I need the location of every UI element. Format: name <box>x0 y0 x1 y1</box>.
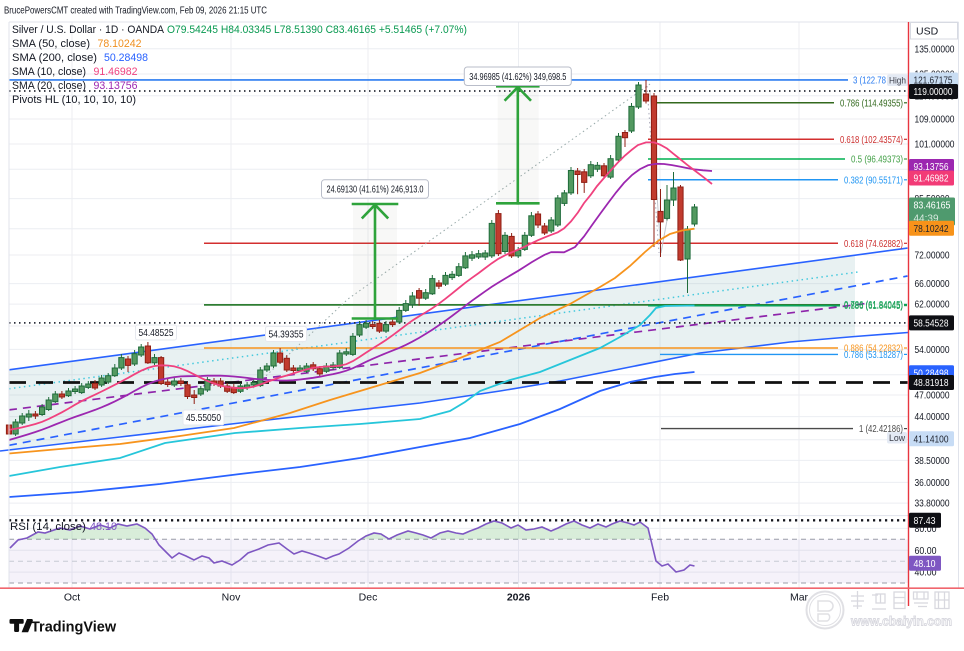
svg-text:24.69130 (41.61%) 246,913.0: 24.69130 (41.61%) 246,913.0 <box>327 185 424 196</box>
svg-text:Feb: Feb <box>651 592 669 604</box>
svg-text:1 (42.42186): 1 (42.42186) <box>859 424 903 435</box>
svg-text:60.00: 60.00 <box>915 546 937 557</box>
svg-text:SMA (20, close): SMA (20, close) <box>12 80 86 92</box>
svg-text:54.39355: 54.39355 <box>269 329 304 341</box>
svg-text:48.81918: 48.81918 <box>914 378 949 389</box>
svg-text:0.786 (114.49355): 0.786 (114.49355) <box>840 98 903 109</box>
svg-text:SMA (50, close): SMA (50, close) <box>12 38 90 50</box>
svg-text:BrucePowersCMT created with Tr: BrucePowersCMT created with TradingView.… <box>4 5 267 17</box>
svg-text:44.00000: 44.00000 <box>915 412 950 423</box>
svg-text:Dec: Dec <box>359 592 378 604</box>
svg-text:91.46982: 91.46982 <box>914 174 949 185</box>
svg-text:High: High <box>889 76 906 87</box>
svg-text:Mar: Mar <box>790 592 809 604</box>
svg-text:48.10: 48.10 <box>90 521 117 533</box>
svg-text:Pivots HL (10, 10, 10, 10): Pivots HL (10, 10, 10, 10) <box>12 94 136 106</box>
svg-text:0.618 (74.62882): 0.618 (74.62882) <box>844 239 903 250</box>
svg-text:Oct: Oct <box>64 592 80 604</box>
svg-text:40.00: 40.00 <box>915 568 937 579</box>
svg-text:0.886 (61.84045): 0.886 (61.84045) <box>844 301 903 312</box>
svg-text:87.43: 87.43 <box>914 516 936 527</box>
svg-text:44:39: 44:39 <box>914 214 939 225</box>
svg-text:48.10: 48.10 <box>914 559 936 570</box>
svg-text:62.00000: 62.00000 <box>915 300 950 311</box>
svg-text:80.00: 80.00 <box>915 524 937 535</box>
svg-text:SMA (200, close): SMA (200, close) <box>12 52 97 64</box>
svg-text:83.46165: 83.46165 <box>914 201 951 212</box>
svg-text:101.00000: 101.00000 <box>915 140 955 151</box>
svg-text:58.54528: 58.54528 <box>914 319 949 330</box>
svg-text:Nov: Nov <box>222 592 241 604</box>
svg-text:Silver / U.S. Dollar · 1D · OA: Silver / U.S. Dollar · 1D · OANDA <box>12 24 165 36</box>
svg-text:121.67175: 121.67175 <box>914 76 953 87</box>
svg-text:78.10242: 78.10242 <box>914 224 949 235</box>
svg-text:TradingView: TradingView <box>31 620 117 636</box>
svg-text:RSI (14, close): RSI (14, close) <box>10 521 86 533</box>
svg-text:93.13756: 93.13756 <box>94 80 138 92</box>
svg-text:109.00000: 109.00000 <box>915 115 955 126</box>
svg-text:3 (122.78: 3 (122.78 <box>853 75 886 86</box>
svg-text:Low: Low <box>889 433 905 444</box>
svg-text:66.00000: 66.00000 <box>915 279 950 290</box>
svg-text:50.28498: 50.28498 <box>104 52 148 64</box>
svg-text:36.00000: 36.00000 <box>915 478 950 489</box>
svg-text:41.14100: 41.14100 <box>914 434 949 445</box>
svg-text:O79.54245 H84.03345 L78.51390: O79.54245 H84.03345 L78.51390 C83.46165 … <box>167 24 467 36</box>
svg-text:USD: USD <box>916 26 939 38</box>
svg-text:54.00000: 54.00000 <box>915 345 950 356</box>
svg-text:93.13756: 93.13756 <box>914 162 949 173</box>
svg-text:0.618 (102.43574): 0.618 (102.43574) <box>840 135 903 146</box>
svg-text:34.96985 (41.62%) 349,698.5: 34.96985 (41.62%) 349,698.5 <box>469 72 566 83</box>
svg-text:50.28498: 50.28498 <box>914 368 949 379</box>
svg-text:www.cbaiyin.com: www.cbaiyin.com <box>850 615 952 629</box>
svg-text:0.5 (96.49373): 0.5 (96.49373) <box>851 155 903 166</box>
svg-text:0.786 (61.84045): 0.786 (61.84045) <box>844 300 903 311</box>
svg-text:135.00000: 135.00000 <box>915 44 955 55</box>
svg-text:2026: 2026 <box>507 592 531 604</box>
svg-text:0.786 (53.18287): 0.786 (53.18287) <box>844 350 903 361</box>
svg-text:91.46982: 91.46982 <box>94 66 138 78</box>
svg-text:45.55050: 45.55050 <box>186 412 221 424</box>
svg-text:78.10242: 78.10242 <box>98 38 142 50</box>
svg-text:54.48525: 54.48525 <box>139 327 174 339</box>
svg-text:0.382 (90.55171): 0.382 (90.55171) <box>844 175 903 186</box>
svg-text:47.00000: 47.00000 <box>915 391 950 402</box>
svg-text:119.00000: 119.00000 <box>914 87 953 98</box>
svg-text:SMA (10, close): SMA (10, close) <box>12 66 86 78</box>
svg-text:0.886 (54.22832): 0.886 (54.22832) <box>844 344 903 355</box>
svg-text:38.50000: 38.50000 <box>915 456 950 467</box>
svg-text:72.00000: 72.00000 <box>915 251 950 262</box>
svg-text:33.80000: 33.80000 <box>915 499 950 510</box>
